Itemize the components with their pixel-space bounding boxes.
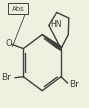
Text: Br: Br [69, 80, 79, 89]
Text: Br: Br [1, 73, 11, 82]
Text: HN: HN [51, 20, 62, 29]
Text: Abs: Abs [12, 6, 24, 12]
Text: O: O [5, 39, 12, 48]
Polygon shape [42, 35, 62, 50]
FancyBboxPatch shape [8, 3, 28, 14]
